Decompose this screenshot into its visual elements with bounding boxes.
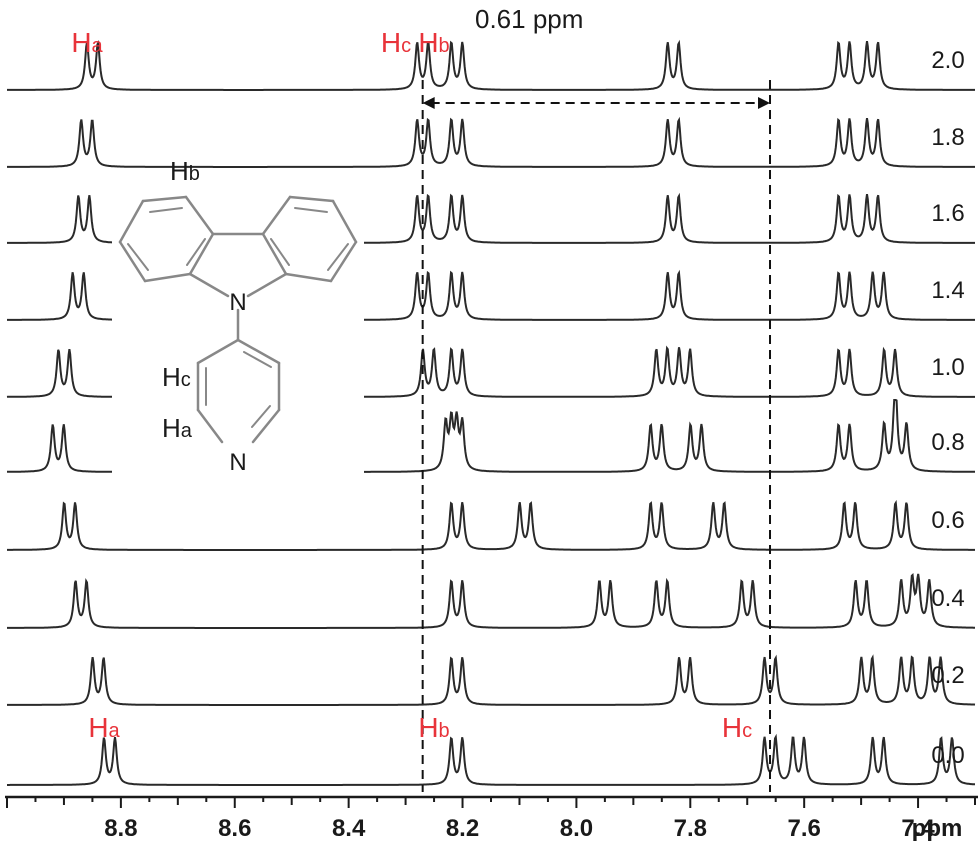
bond [196,408,224,444]
peak-label-bottom-a: Ha [88,712,120,743]
bond [236,338,281,365]
molecule-structure: N N Hb Hc Ha [112,156,364,478]
series-label-0.0: 0.0 [931,742,964,769]
spectrum-trace-0.2 [7,654,976,706]
series-label-1.6: 1.6 [931,200,964,227]
bond [261,195,292,236]
bond [288,195,335,203]
bond [284,272,333,283]
bond [188,232,215,276]
series-label-0.2: 0.2 [931,662,964,689]
bond [186,238,206,266]
bond [331,199,358,244]
peak-label-bottom-b: Hb [418,712,449,743]
structure-label-ha: Ha [162,413,193,443]
spectrum-trace-0.0 [7,733,975,786]
peak-label-top-c: Hc [381,27,411,58]
x-tick-label-7.4: 7.4 [901,815,935,842]
x-tick-label-8.6: 8.6 [218,815,251,842]
peak-label-top-b: Hb [418,27,449,58]
x-tick-label-8.0: 8.0 [560,815,593,842]
carbazole-nitrogen: N [229,289,246,316]
bond [251,405,271,428]
bond [149,207,183,213]
series-label-0.6: 0.6 [931,507,964,534]
bond [243,351,272,368]
bond [196,338,240,365]
bond [143,272,192,283]
dashed-guides: 0.61 ppm [421,4,772,792]
series-label-0.8: 0.8 [931,429,964,456]
x-tick-label-8.8: 8.8 [104,815,137,842]
bond [118,199,145,244]
series-labels: 2.0 1.8 1.6 1.4 1.0 0.8 0.6 0.4 0.2 0.0 [931,47,964,769]
shift-arrow-head-right [758,97,771,109]
series-label-1.4: 1.4 [931,277,964,304]
bond [251,408,281,444]
spectrum-trace-2.0 [7,39,975,91]
series-label-0.4: 0.4 [931,585,964,612]
pyridine-nitrogen: N [229,449,246,476]
bond [261,232,288,276]
x-tick-label-7.6: 7.6 [787,815,820,842]
bond [127,243,149,271]
shift-arrow-head-left [422,97,435,109]
spectrum-trace-0.6 [7,499,975,551]
structure-label-hc: Hc [162,362,191,392]
peak-label-bottom-c: Hc [722,712,752,743]
peak-label-top-a: Ha [71,27,103,58]
shift-annotation: 0.61 ppm [475,4,583,34]
spectrum-trace-0.4 [7,572,975,629]
spectrum-trace-1.8 [7,116,975,168]
x-tick-label-8.2: 8.2 [446,815,479,842]
structure-label-hb: Hb [170,156,200,186]
bond [327,243,349,271]
bond [270,238,290,266]
series-label-2.0: 2.0 [931,47,964,74]
bond [118,240,147,283]
x-tick-label-7.8: 7.8 [674,815,707,842]
bond [188,272,230,298]
series-label-1.0: 1.0 [931,354,964,381]
series-label-1.8: 1.8 [931,124,964,151]
bond [184,195,215,236]
x-tick-label-8.4: 8.4 [332,815,366,842]
bond [246,272,288,298]
x-axis-label: ppm [912,815,963,842]
bond [141,195,188,203]
bond [294,207,328,213]
bond [329,240,358,283]
